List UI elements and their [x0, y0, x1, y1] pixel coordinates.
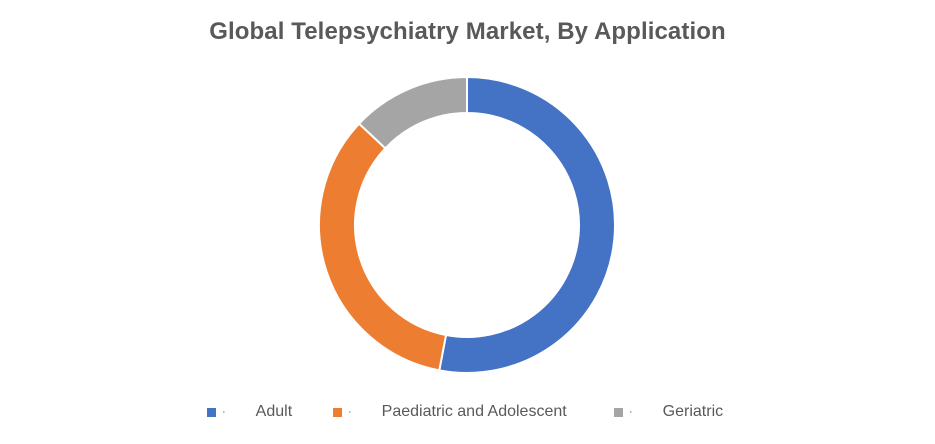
- legend-swatch-adult: [207, 407, 216, 417]
- legend-item-paediatric: · Paediatric and Adolescent: [333, 400, 567, 424]
- chart-title: Global Telepsychiatry Market, By Applica…: [209, 18, 726, 45]
- legend-item-geriatric: · Geriatric: [614, 400, 723, 424]
- donut-slice-geriatric: [357, 75, 468, 150]
- legend-item-adult: · Adult: [207, 400, 292, 424]
- donut-slice-paediatric-and-adolescent: [318, 122, 448, 372]
- legend-label-paediatric: Paediatric and Adolescent: [381, 403, 567, 420]
- legend-swatch-paediatric: [333, 407, 342, 417]
- legend-label-geriatric: Geriatric: [662, 403, 724, 420]
- legend-marker: ·: [348, 406, 352, 418]
- donut-slice-adult: [438, 75, 616, 374]
- legend-marker: ·: [222, 406, 226, 418]
- legend-swatch-geriatric: [614, 407, 623, 417]
- chart-legend: · Adult · Paediatric and Adolescent · Ge…: [0, 400, 935, 424]
- legend-marker: ·: [629, 406, 633, 418]
- legend-label-adult: Adult: [255, 403, 293, 420]
